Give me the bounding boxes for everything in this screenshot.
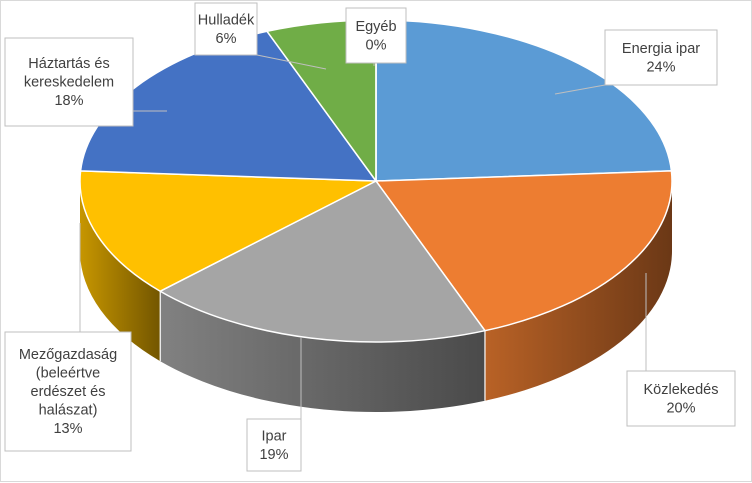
label-value: 6% — [216, 31, 237, 47]
data-label-5: Hulladék 6% — [194, 2, 327, 70]
label-box — [345, 7, 407, 64]
pie-side-3 — [80, 181, 161, 362]
label-box — [194, 2, 258, 56]
data-label-6: Egyéb 0% — [345, 7, 407, 66]
label-box — [4, 331, 132, 452]
data-label-2: Ipar 19% — [246, 337, 302, 472]
pie-slice-2 — [159, 180, 486, 343]
pie-side-1 — [484, 181, 672, 401]
label-category: Mezőgazdaság — [19, 347, 117, 363]
label-box — [4, 37, 134, 127]
pie-slice-0 — [375, 19, 673, 182]
label-box — [626, 370, 736, 427]
label-category: kereskedelem — [24, 75, 114, 91]
leader-line — [554, 84, 606, 95]
pie-side-2 — [160, 291, 485, 412]
data-label-1: Közlekedés 20% — [626, 273, 736, 427]
data-label-3: Mezőgazdaság (beleértve erdészet és halásza… — [4, 223, 132, 452]
label-category: Háztartás és — [28, 56, 109, 72]
label-value: 0% — [366, 37, 387, 53]
label-value: 24% — [646, 59, 675, 75]
pie-slice-1 — [375, 170, 673, 332]
data-label-0: Energia ipar 24% — [554, 29, 718, 95]
label-value: 18% — [54, 93, 83, 109]
label-value: 20% — [666, 400, 695, 416]
label-box — [604, 29, 718, 86]
label-category: Ipar — [262, 428, 287, 444]
label-category: halászat) — [39, 403, 98, 419]
label-category: Hulladék — [198, 12, 255, 28]
label-category: erdészet és — [31, 384, 106, 400]
label-value: 19% — [259, 447, 288, 463]
label-category: Közlekedés — [644, 382, 719, 398]
leader-line — [256, 54, 327, 70]
label-category: Egyéb — [355, 19, 396, 35]
data-label-4: Háztartás és kereskedelem 18% — [4, 37, 167, 127]
label-box — [246, 418, 302, 472]
label-value: 13% — [53, 421, 82, 437]
label-category: Energia ipar — [622, 41, 700, 57]
pie-slice-3 — [79, 170, 377, 292]
label-category: (beleértve — [36, 366, 100, 382]
